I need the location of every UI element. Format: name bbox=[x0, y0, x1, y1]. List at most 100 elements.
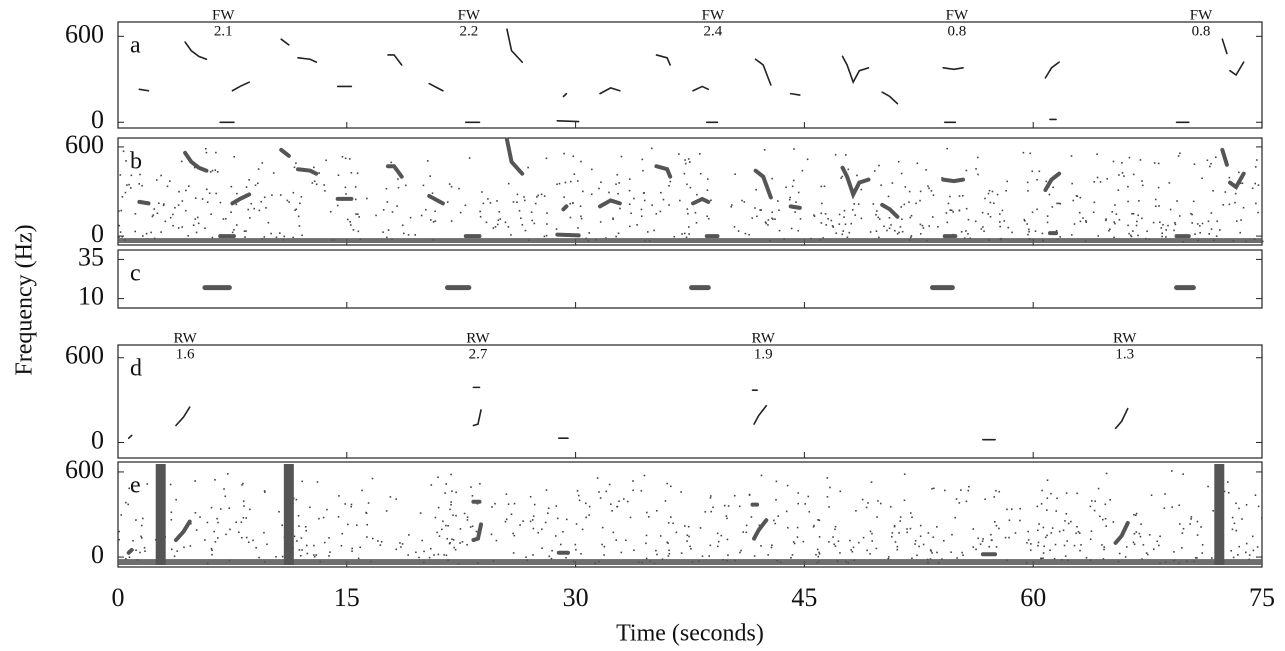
noise-dot bbox=[710, 199, 712, 202]
noise-dot bbox=[696, 193, 698, 196]
noise-dot bbox=[245, 186, 248, 188]
trace bbox=[175, 406, 191, 427]
noise-dot bbox=[211, 549, 213, 552]
noise-dot bbox=[1153, 162, 1156, 164]
noise-dot bbox=[1261, 517, 1263, 520]
noise-dot bbox=[543, 235, 546, 238]
spectral-trace bbox=[1113, 521, 1130, 545]
noise-dot bbox=[869, 530, 872, 533]
noise-dot bbox=[129, 187, 132, 189]
noise-dot bbox=[837, 540, 840, 542]
noise-dot bbox=[175, 498, 177, 501]
noise-dot bbox=[601, 543, 603, 546]
noise-dot bbox=[1211, 557, 1213, 559]
noise-dot bbox=[832, 536, 834, 538]
noise-dot bbox=[1019, 507, 1021, 510]
noise-dot bbox=[1161, 235, 1163, 238]
noise-dot bbox=[1159, 221, 1161, 224]
noise-dot bbox=[505, 518, 508, 521]
noise-dot bbox=[520, 217, 522, 220]
noise-dot bbox=[1067, 522, 1070, 525]
noise-dot bbox=[1138, 200, 1140, 202]
spectral-trace bbox=[1220, 147, 1229, 167]
noise-dot bbox=[750, 516, 753, 518]
noise-dot bbox=[792, 541, 795, 543]
noise-dot bbox=[271, 194, 273, 196]
noise-dot bbox=[1235, 529, 1238, 532]
noise-dot bbox=[510, 513, 513, 516]
noise-dot bbox=[1014, 532, 1017, 534]
noise-dot bbox=[219, 201, 222, 204]
noise-dot bbox=[215, 192, 217, 195]
noise-dot bbox=[1132, 173, 1135, 176]
spectral-trace bbox=[385, 164, 404, 179]
noise-dot bbox=[1235, 220, 1238, 222]
noise-dot bbox=[843, 209, 846, 212]
noise-dot bbox=[1093, 509, 1096, 512]
noise-dot bbox=[505, 493, 508, 495]
noise-dot bbox=[166, 185, 169, 188]
noise-dot bbox=[211, 169, 214, 172]
noise-dot bbox=[263, 531, 265, 534]
noise-dot bbox=[385, 510, 388, 512]
noise-dot bbox=[1257, 505, 1260, 508]
noise-dot bbox=[434, 210, 436, 213]
noise-dot bbox=[470, 486, 472, 488]
noise-dot bbox=[1233, 522, 1236, 525]
noise-dot bbox=[1036, 178, 1038, 181]
noise-dot bbox=[797, 229, 800, 232]
noise-dot bbox=[189, 545, 192, 547]
noise-dot bbox=[288, 201, 290, 203]
noise-dot bbox=[578, 499, 581, 502]
noise-dot bbox=[910, 214, 913, 217]
noise-dot bbox=[1026, 223, 1028, 225]
noise-dot bbox=[1194, 233, 1196, 235]
noise-dot bbox=[194, 511, 197, 514]
noise-dot bbox=[786, 484, 789, 487]
noise-dot bbox=[977, 156, 979, 159]
noise-dot bbox=[706, 215, 708, 218]
spectral-trace bbox=[427, 193, 445, 206]
noise-dot bbox=[479, 482, 481, 485]
noise-dot bbox=[806, 158, 809, 161]
noise-dot bbox=[1037, 541, 1040, 544]
trace bbox=[297, 57, 318, 63]
noise-dot bbox=[1201, 544, 1204, 546]
noise-dot bbox=[1113, 221, 1115, 223]
noise-dot bbox=[755, 188, 757, 191]
noise-dot bbox=[659, 535, 662, 537]
noise-dot bbox=[521, 224, 524, 226]
noise-dot bbox=[1089, 538, 1092, 541]
noise-dot bbox=[727, 554, 729, 556]
noise-dot bbox=[878, 218, 881, 220]
noise-dot bbox=[1054, 543, 1057, 546]
noise-dot bbox=[194, 197, 197, 199]
noise-dot bbox=[999, 225, 1001, 228]
noise-dot bbox=[359, 546, 362, 549]
noise-dot bbox=[879, 502, 882, 505]
noise-dot bbox=[1053, 557, 1056, 560]
noise-dot bbox=[143, 546, 146, 549]
noise-dot bbox=[380, 540, 383, 543]
noise-dot bbox=[1223, 490, 1226, 493]
noise-dot bbox=[972, 546, 975, 548]
noise-dot bbox=[270, 232, 272, 235]
noise-dot bbox=[448, 542, 451, 545]
noise-dot bbox=[1030, 543, 1032, 545]
noise-dot bbox=[896, 545, 899, 548]
noise-dot bbox=[283, 235, 285, 238]
noise-dot bbox=[524, 229, 527, 232]
noise-dot bbox=[871, 540, 874, 542]
noise-dot bbox=[1073, 544, 1076, 547]
noise-dot bbox=[950, 551, 952, 554]
noise-dot bbox=[1140, 523, 1142, 525]
noise-dot bbox=[1096, 176, 1099, 179]
noise-dot bbox=[1201, 222, 1204, 225]
noise-dot bbox=[622, 498, 625, 500]
noise-dot bbox=[498, 211, 501, 213]
noise-dot bbox=[1059, 236, 1061, 238]
noise-dot bbox=[1219, 229, 1221, 231]
trace bbox=[655, 54, 671, 66]
noise-dot bbox=[754, 207, 756, 209]
